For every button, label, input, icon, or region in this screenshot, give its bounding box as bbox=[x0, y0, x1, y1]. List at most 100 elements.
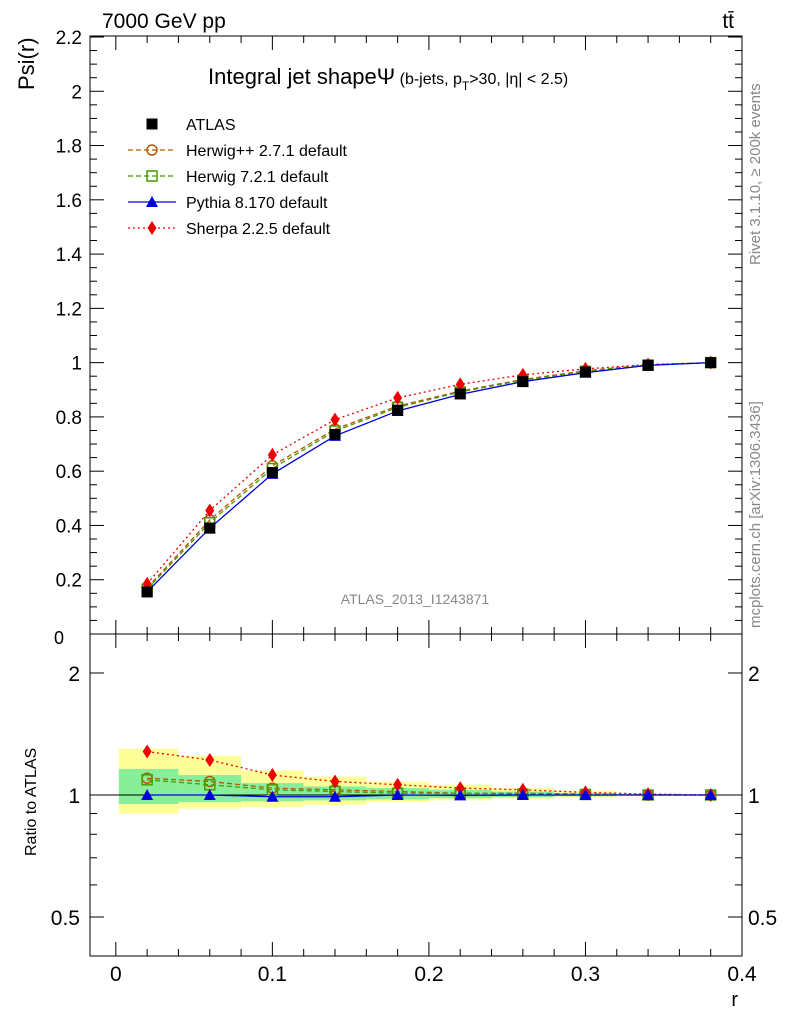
ratio-data-point bbox=[704, 789, 717, 800]
data-point bbox=[392, 404, 404, 416]
side-label-rivet: Rivet 3.1.10, ≥ 200k events bbox=[747, 83, 764, 265]
main-ytick-label: 0.4 bbox=[56, 516, 83, 537]
ratio-axis-ticks bbox=[90, 634, 743, 956]
series-sherpa-2-2-5-default bbox=[142, 355, 716, 591]
main-ytick-label: 2 bbox=[71, 82, 82, 103]
legend-marker bbox=[146, 144, 158, 156]
ratio-panel: 0.5 1 2 0.5 1 2 0 0.1 0.2 0.3 0.4 Ratio to ATLAS… bbox=[23, 633, 777, 1011]
x-tick-label: 0 bbox=[110, 963, 122, 986]
data-point bbox=[393, 390, 403, 405]
ratio-data-point bbox=[516, 789, 529, 800]
chart-title-sub-subscript: T bbox=[462, 79, 470, 93]
legend-marker bbox=[146, 118, 158, 130]
series-line bbox=[146, 361, 711, 589]
chart-title-main: Integral jet shapeΨ bbox=[208, 64, 395, 89]
x-tick-labels: 0 0.1 0.2 0.3 0.4 bbox=[110, 963, 757, 986]
data-point bbox=[454, 388, 466, 400]
ratio-data-point bbox=[454, 789, 467, 801]
legend-entry: Herwig 7.2.1 default bbox=[128, 169, 329, 186]
main-ytick-labels: 0.2 0.4 0.6 0.8 1 1.2 1.4 1.6 1.8 2 2.2 bbox=[56, 28, 83, 592]
ratio-ytick-label: 1 bbox=[68, 785, 80, 808]
main-ytick-label: 0.6 bbox=[56, 462, 82, 483]
legend-label: Sherpa 2.2.5 default bbox=[186, 221, 331, 238]
ratio-data-point bbox=[141, 789, 154, 800]
legend-entry: ATLAS bbox=[146, 117, 236, 134]
series-line bbox=[146, 361, 711, 585]
ratio-ytick-label-right: 1 bbox=[748, 785, 760, 808]
legend-label: Herwig 7.2.1 default bbox=[186, 169, 329, 186]
data-point bbox=[517, 376, 529, 388]
legend: ATLAS Herwig++ 2.7.1 default Herwig 7.2.1 … bbox=[128, 117, 348, 238]
data-point bbox=[205, 503, 215, 518]
data-point bbox=[642, 359, 654, 371]
series-herwig-7-2-1-default bbox=[141, 356, 717, 595]
legend-marker bbox=[146, 170, 158, 182]
legend-label: Herwig++ 2.7.1 default bbox=[186, 143, 348, 160]
data-point bbox=[705, 357, 717, 369]
ratio-data-point bbox=[267, 768, 277, 783]
main-y0-label: 0 bbox=[54, 628, 64, 648]
ratio-data-point bbox=[142, 744, 152, 759]
x-tick-label: 0.4 bbox=[727, 963, 757, 986]
x-tick-label: 0.1 bbox=[258, 963, 287, 986]
x-axis-label: r bbox=[731, 989, 738, 1011]
legend-marker bbox=[146, 196, 158, 207]
series-herwig-2-7-1-default bbox=[141, 356, 717, 594]
data-point bbox=[579, 366, 591, 378]
ratio-series-group bbox=[141, 744, 717, 802]
legend-marker bbox=[147, 221, 157, 235]
ratio-data-point bbox=[393, 777, 403, 792]
data-point bbox=[330, 412, 340, 427]
ratio-y-axis-label: Ratio to ATLAS bbox=[23, 748, 40, 856]
ratio-series-line bbox=[147, 777, 711, 796]
header-left: 7000 GeV pp bbox=[102, 10, 226, 33]
legend-entry: Herwig++ 2.7.1 default bbox=[128, 143, 348, 160]
ratio-data-point bbox=[205, 753, 215, 768]
side-label-mcplots: mcplots.cern.ch [arXiv:1306.3436] bbox=[747, 401, 764, 628]
ratio-data-point bbox=[203, 789, 216, 800]
ratio-data-point bbox=[328, 790, 341, 802]
main-ytick-label: 1.8 bbox=[56, 137, 82, 158]
ratio-data-point bbox=[579, 789, 592, 800]
ratio-ytick-label: 0.5 bbox=[51, 907, 80, 930]
main-panel: 0.2 0.4 0.6 0.8 1 1.2 1.4 1.6 1.8 2 2.2 Psi(r) 0 I… bbox=[14, 28, 743, 648]
ratio-data-point bbox=[141, 774, 153, 786]
ratio-ytick-labels-right: 0.5 1 2 bbox=[748, 663, 777, 930]
series-line bbox=[146, 361, 711, 593]
analysis-watermark: ATLAS_2013_I1243871 bbox=[341, 591, 490, 607]
x-tick-label: 0.2 bbox=[414, 963, 443, 986]
ratio-series-pythia-8-170-default bbox=[141, 789, 717, 802]
data-point bbox=[455, 377, 465, 392]
main-ytick-label: 0.8 bbox=[56, 408, 82, 429]
legend-entry: Pythia 8.170 default bbox=[128, 195, 328, 212]
series-pythia-8-170-default bbox=[141, 356, 717, 597]
main-y-axis-label: Psi(r) bbox=[14, 37, 39, 90]
main-ytick-label: 0.2 bbox=[56, 571, 82, 592]
ratio-data-point bbox=[391, 789, 404, 800]
ratio-data-point bbox=[266, 790, 279, 802]
ratio-series-line bbox=[147, 750, 711, 796]
data-point bbox=[267, 447, 277, 462]
series-atlas bbox=[141, 357, 717, 598]
data-point bbox=[141, 586, 153, 598]
ratio-ytick-label-right: 2 bbox=[748, 663, 760, 686]
ratio-data-point bbox=[642, 789, 655, 800]
ratio-series-line bbox=[147, 779, 711, 796]
x-tick-label: 0.3 bbox=[571, 963, 600, 986]
chart-title-sub-b: >30, |η| < 2.5) bbox=[469, 71, 568, 88]
ratio-data-point bbox=[455, 781, 465, 796]
ratio-data-point bbox=[330, 774, 340, 789]
main-ytick-label: 1.6 bbox=[56, 191, 82, 212]
data-point bbox=[266, 467, 278, 479]
ratio-ytick-labels: 0.5 1 2 bbox=[51, 663, 80, 930]
header-right: tt̄ bbox=[722, 10, 734, 33]
main-ytick-label: 1.2 bbox=[56, 299, 82, 320]
legend-label: Pythia 8.170 default bbox=[186, 195, 328, 212]
main-ytick-label: 1 bbox=[71, 354, 82, 375]
main-ytick-label: 2.2 bbox=[56, 28, 82, 49]
ratio-ytick-label-right: 0.5 bbox=[748, 907, 777, 930]
main-series-group bbox=[141, 355, 717, 598]
main-axis-ticks bbox=[90, 36, 743, 635]
ratio-ytick-label: 2 bbox=[68, 663, 80, 686]
